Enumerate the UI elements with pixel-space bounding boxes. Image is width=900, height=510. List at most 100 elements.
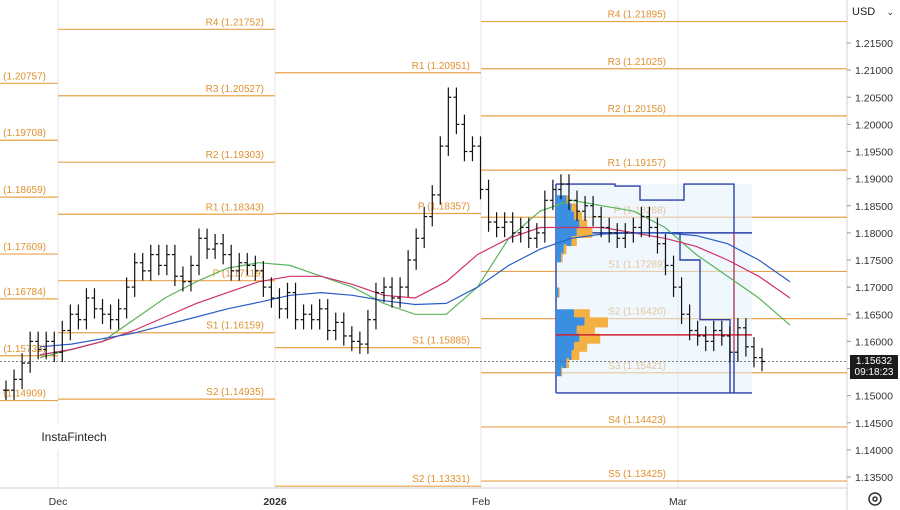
x-tick-label: 2026	[263, 496, 287, 508]
profile-bar-orange	[571, 236, 577, 247]
ohlc-bar	[91, 288, 98, 319]
ohlc-bar	[268, 277, 275, 308]
ohlc-bar	[742, 318, 749, 357]
pivot-level-label: R1 (1.18659)	[0, 185, 46, 196]
profile-bar-blue	[556, 358, 567, 369]
x-tick-label: Mar	[669, 496, 688, 508]
ohlc-bar	[549, 179, 556, 211]
ohlc-bar	[405, 250, 412, 297]
y-tick-label: 1.14500	[855, 418, 893, 430]
profile-bar-orange	[579, 333, 601, 344]
ohlc-bar	[429, 185, 436, 227]
pivot-level-label: S1 (1.15885)	[412, 336, 470, 347]
ohlc-bar	[453, 87, 460, 135]
ohlc-bar	[694, 320, 701, 346]
ohlc-bar	[630, 217, 637, 243]
ohlc-bar	[324, 299, 331, 341]
ohlc-bar	[292, 282, 299, 330]
ohlc-bar	[670, 255, 677, 297]
ohlc-bar	[445, 87, 452, 156]
pivot-level-label: S4 (1.14423)	[608, 415, 666, 426]
profile-bar-orange	[563, 244, 567, 255]
ohlc-bar	[19, 353, 26, 390]
ohlc-bar	[212, 233, 219, 259]
ohlc-bar	[163, 244, 170, 276]
profile-outline	[660, 232, 731, 393]
x-tick-label: Feb	[472, 496, 490, 508]
pivot-level-label: S2 (1.13331)	[412, 474, 470, 485]
ohlc-bar	[364, 309, 371, 354]
profile-bar-blue	[556, 317, 585, 328]
ohlc-bar	[139, 252, 146, 281]
currency-select[interactable]: USD ⌄	[848, 2, 898, 22]
ohlc-bar	[372, 282, 379, 330]
last-price-tag: 1.15632 09:18:23	[850, 355, 898, 379]
ohlc-bar	[469, 136, 476, 162]
profile-bar-blue	[556, 349, 572, 360]
pivot-level-label: (1.15735)	[3, 344, 46, 355]
ohlc-bar	[236, 252, 243, 281]
ohlc-bar	[702, 326, 709, 352]
ohlc-bar	[83, 288, 90, 330]
ohlc-bar	[340, 312, 347, 346]
pivot-level-label: R2 (1.20156)	[608, 104, 666, 115]
pivot-level-label: R2 (1.19708)	[0, 128, 46, 139]
ohlc-bar	[381, 277, 387, 303]
ohlc-bar	[332, 312, 339, 341]
last-price-value: 1.15632	[855, 356, 893, 367]
profile-bar-orange	[566, 195, 569, 206]
y-tick-label: 1.18000	[855, 228, 893, 240]
ohlc-bar	[308, 304, 315, 330]
ohlc-bar	[606, 217, 613, 243]
ohlc-bar	[179, 266, 186, 292]
pivot-level-label: P (1.17609)	[0, 242, 46, 253]
moving-average-line	[39, 232, 791, 348]
profile-bar-orange	[566, 358, 569, 369]
x-tick-label: Dec	[49, 496, 68, 508]
volume-profile-area	[556, 184, 752, 393]
ohlc-bar	[220, 233, 227, 265]
ohlc-bar	[99, 299, 106, 325]
ohlc-bar	[244, 252, 251, 276]
countdown-timer: 09:18:23	[854, 367, 894, 378]
pivot-level-label: R3 (1.20757)	[0, 71, 46, 82]
ohlc-bar	[27, 331, 34, 373]
ohlc-bar	[147, 244, 154, 281]
ohlc-bar	[533, 223, 540, 249]
ohlc-bar	[598, 206, 605, 238]
profile-bar-blue	[556, 219, 580, 230]
ohlc-bar	[501, 212, 508, 238]
pivot-level-label: S5 (1.13425)	[608, 469, 666, 480]
y-tick-label: 1.19500	[855, 147, 893, 159]
profile-bar-orange	[571, 203, 577, 214]
ohlc-bar	[662, 233, 669, 276]
profile-bar-orange	[584, 317, 608, 328]
ohlc-bar	[590, 195, 597, 227]
y-tick-label: 1.19000	[855, 174, 893, 186]
pivot-level-label: R4 (1.21752)	[206, 17, 264, 28]
pivot-level-label: R3 (1.20527)	[206, 84, 264, 95]
ohlc-bar	[316, 299, 323, 330]
ohlc-bar	[252, 255, 259, 281]
chevron-down-icon: ⌄	[886, 6, 894, 17]
pivot-level-label: R1 (1.19157)	[608, 158, 666, 169]
y-tick-label: 1.15000	[855, 391, 893, 403]
ohlc-bar	[348, 326, 355, 352]
ohlc-bar	[678, 277, 685, 325]
ohlc-bar	[421, 206, 428, 249]
pivot-level-label: P (1.18357)	[418, 202, 470, 213]
y-tick-label: 1.21000	[855, 65, 893, 77]
profile-bar-blue	[556, 227, 577, 238]
pivot-level-label: S1 (1.16159)	[206, 321, 264, 332]
ohlc-bar	[389, 277, 396, 308]
y-tick-label: 1.21500	[855, 38, 893, 50]
pivot-level-label: R3 (1.21025)	[608, 57, 666, 68]
ohlc-bar	[734, 318, 741, 362]
profile-bar-blue	[556, 333, 580, 344]
gear-icon[interactable]	[866, 490, 884, 508]
ohlc-bar	[477, 136, 484, 200]
ohlc-bar	[437, 136, 444, 205]
ohlc-bar	[75, 304, 82, 330]
ohlc-bar	[759, 347, 765, 372]
